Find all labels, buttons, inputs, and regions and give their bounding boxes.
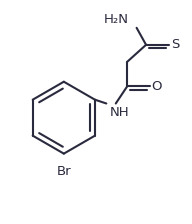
Text: NH: NH	[110, 106, 130, 119]
Text: Br: Br	[56, 165, 71, 178]
Text: H₂N: H₂N	[104, 13, 129, 26]
Text: O: O	[152, 80, 162, 93]
Text: S: S	[171, 38, 179, 51]
